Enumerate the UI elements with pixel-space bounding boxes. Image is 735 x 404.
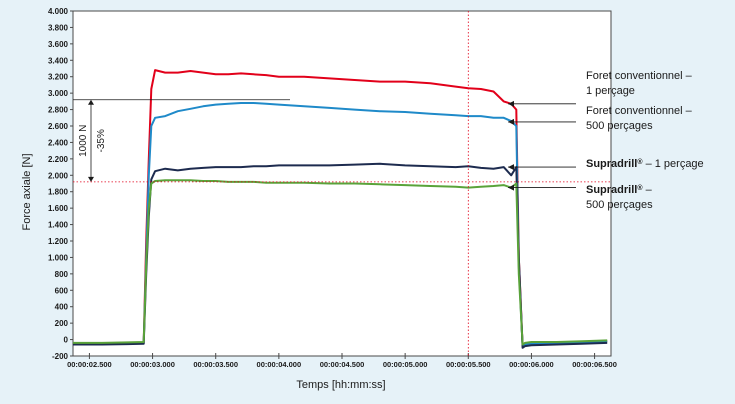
x-tick-label: 00:00:05.500 bbox=[446, 360, 491, 369]
y-tick-label: 2.000 bbox=[48, 171, 69, 180]
y-tick-label: 3.600 bbox=[48, 40, 69, 49]
annotation-layer: 1000 N -35% bbox=[73, 11, 611, 356]
y-tick-label: 800 bbox=[55, 270, 69, 279]
legend-label: Foret conventionnel – bbox=[586, 105, 693, 117]
x-tick-label: 00:00:02.500 bbox=[67, 360, 112, 369]
legend-label-bold: Supradrill bbox=[586, 158, 637, 170]
legend-label-line2: 1 perçage bbox=[586, 85, 635, 97]
y-axis: -200 0 200 400 600 800 1.000 1.200 1.400 1.600 1.8… bbox=[48, 7, 73, 361]
y-tick-label: 3.400 bbox=[48, 56, 69, 65]
y-tick-label: 3.200 bbox=[48, 73, 69, 82]
registered-mark: ® bbox=[637, 158, 643, 166]
legend-arrowhead bbox=[508, 100, 514, 107]
y-tick-label: 1.800 bbox=[48, 188, 69, 197]
y-tick-label: 400 bbox=[55, 303, 69, 312]
x-tick-label: 00:00:06.500 bbox=[572, 360, 617, 369]
legend-label-bold: Supradrill bbox=[586, 184, 637, 196]
y-tick-label: 3.800 bbox=[48, 23, 69, 32]
legend-label-line2: 500 perçages bbox=[586, 199, 653, 211]
y-tick-label: 2.800 bbox=[48, 106, 69, 115]
y-tick-label: 1.600 bbox=[48, 204, 69, 213]
legend-label-text: Foret conventionnel – bbox=[586, 70, 693, 82]
y-tick-label: 3.000 bbox=[48, 89, 69, 98]
y-tick-label: 200 bbox=[55, 319, 69, 328]
legend-label: Supradrill® – bbox=[586, 184, 653, 197]
bracket-arrowhead-top bbox=[88, 99, 94, 105]
y-tick-label: 1.000 bbox=[48, 253, 69, 262]
y-tick-label: 2.600 bbox=[48, 122, 69, 131]
legend-label-line2: 500 perçages bbox=[586, 120, 653, 132]
y-tick-label: 2.400 bbox=[48, 138, 69, 147]
x-axis-title: Temps [hh:mm:ss] bbox=[296, 379, 385, 391]
x-tick-label: 00:00:03.500 bbox=[193, 360, 238, 369]
legend-label-text: – bbox=[643, 184, 653, 196]
series-line bbox=[73, 179, 608, 346]
difference-label: 1000 N bbox=[78, 125, 89, 157]
x-tick-label: 00:00:05.000 bbox=[383, 360, 428, 369]
legend-label: Supradrill® – 1 perçage bbox=[586, 158, 704, 171]
legend-label-text: Foret conventionnel – bbox=[586, 105, 693, 117]
y-tick-label: 600 bbox=[55, 286, 69, 295]
y-tick-label: 2.200 bbox=[48, 155, 69, 164]
y-tick-label: 0 bbox=[64, 336, 69, 345]
x-tick-label: 00:00:04.500 bbox=[320, 360, 365, 369]
x-tick-label: 00:00:06.000 bbox=[509, 360, 554, 369]
legend: Foret conventionnel – 1 perçage Foret conv… bbox=[508, 70, 704, 211]
legend-arrowhead bbox=[508, 118, 514, 125]
y-axis-title: Force axiale [N] bbox=[21, 153, 33, 230]
series-layer bbox=[73, 69, 608, 349]
y-tick-label: 1.400 bbox=[48, 221, 69, 230]
registered-mark: ® bbox=[637, 184, 643, 192]
y-tick-label: 4.000 bbox=[48, 7, 69, 16]
legend-label-text: – 1 perçage bbox=[643, 158, 704, 170]
y-tick-label: 1.200 bbox=[48, 237, 69, 246]
x-tick-label: 00:00:03.000 bbox=[130, 360, 175, 369]
x-axis: 00:00:02.500 00:00:03.000 00:00:03.500 00:0… bbox=[67, 353, 617, 369]
legend-arrowhead bbox=[508, 164, 514, 171]
y-tick-label: -200 bbox=[52, 352, 69, 361]
legend-label: Foret conventionnel – bbox=[586, 70, 693, 82]
bracket-arrowhead-bottom bbox=[88, 176, 94, 182]
legend-arrowhead bbox=[508, 184, 514, 191]
x-tick-label: 00:00:04.000 bbox=[257, 360, 302, 369]
percent-label: -35% bbox=[96, 129, 107, 152]
